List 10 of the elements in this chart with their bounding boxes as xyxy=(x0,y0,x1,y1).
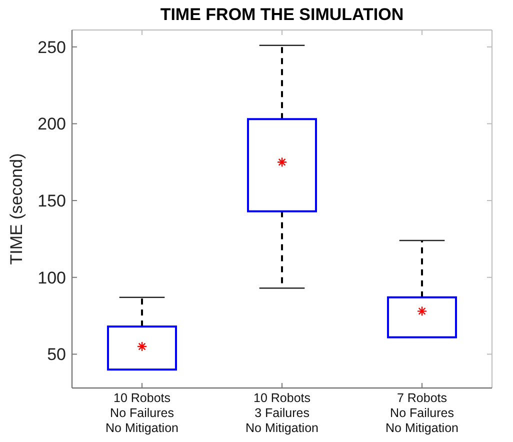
x-tick-label: 10 Robots 3 Failures No Mitigation xyxy=(246,391,319,435)
chart-title: TIME FROM THE SIMULATION xyxy=(160,5,404,24)
y-tick-label: 200 xyxy=(38,114,66,134)
y-tick-label: 50 xyxy=(47,345,66,364)
y-axis-title: TIME (second) xyxy=(7,153,26,265)
y-tick-label: 150 xyxy=(38,192,66,210)
x-tick-label: 7 Robots No Failures No Mitigation xyxy=(386,391,459,435)
x-tick-label: 10 Robots No Failures No Mitigation xyxy=(106,391,179,435)
y-tick-label: 250 xyxy=(38,38,66,57)
y-tick-label: 100 xyxy=(38,268,66,288)
